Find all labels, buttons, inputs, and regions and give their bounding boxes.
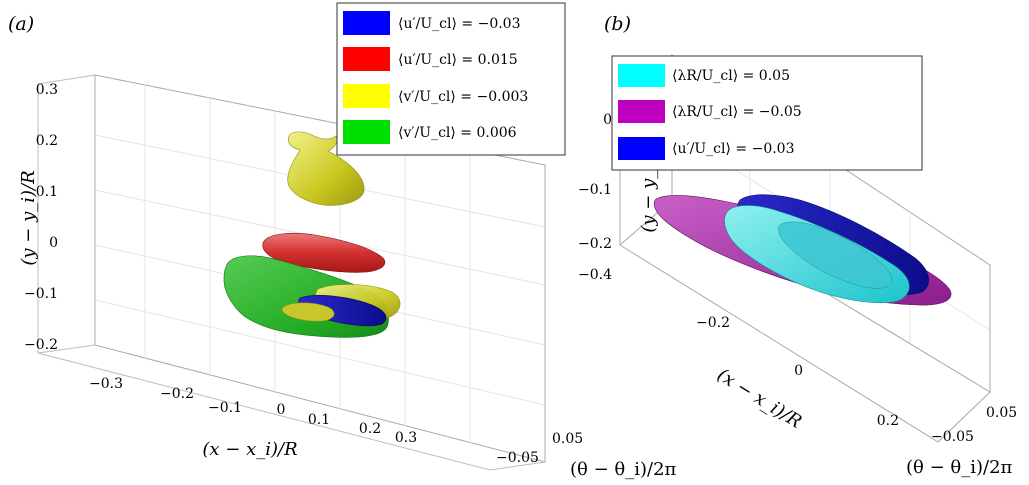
y-tick: −0.1 — [24, 286, 58, 302]
panel-a-y-ticks: 0.3 0.2 0.1 0 −0.1 −0.2 — [24, 82, 58, 353]
legend-swatch — [343, 120, 390, 144]
legend-label: ⟨u′/U_cl⟩ = 0.015 — [398, 52, 518, 68]
panel-a-x-label: (x − x_i)/R — [202, 439, 297, 460]
x-tick: 0 — [794, 363, 803, 379]
panel-a-legend: ⟨u′/U_cl⟩ = −0.03 ⟨u′/U_cl⟩ = 0.015 ⟨v′/… — [336, 2, 566, 156]
legend-swatch — [343, 84, 390, 108]
legend-swatch — [343, 47, 390, 71]
panel-b-label: (b) — [604, 13, 631, 35]
y-tick: 0.3 — [36, 82, 58, 98]
y-tick: −0.1 — [578, 182, 612, 198]
panel-a-x-ticks: −0.3 −0.2 −0.1 0 0.1 0.2 0.3 — [89, 376, 417, 446]
x-tick: 0.1 — [308, 412, 330, 428]
legend-swatch — [618, 100, 665, 123]
y-tick: 0 — [49, 235, 58, 251]
x-tick: −0.2 — [696, 315, 730, 331]
legend-swatch — [343, 11, 390, 35]
y-tick: −0.2 — [24, 337, 58, 353]
x-tick: 0.2 — [359, 421, 381, 437]
legend-swatch — [618, 137, 665, 160]
panel-b-surfaces — [653, 194, 952, 306]
panel-b-legend: ⟨λR/U_cl⟩ = 0.05 ⟨λR/U_cl⟩ = −0.05 ⟨u′/U… — [611, 55, 923, 171]
y-tick: 0.2 — [36, 133, 58, 149]
x-tick: 0.2 — [877, 413, 899, 429]
z-tick: 0.05 — [986, 405, 1017, 421]
legend-label: ⟨u′/U_cl⟩ = −0.03 — [672, 141, 795, 157]
panel-b-x-label: (x − x_i)/R — [713, 364, 805, 432]
legend-swatch — [618, 64, 665, 87]
legend-label: ⟨u′/U_cl⟩ = −0.03 — [398, 16, 521, 32]
panel-b-y-ticks: 0 −0.1 −0.2 — [578, 112, 612, 252]
x-tick: −0.3 — [89, 376, 123, 392]
y-tick: 0 — [603, 112, 612, 128]
x-tick: 0 — [277, 402, 286, 418]
legend-label: ⟨v′/U_cl⟩ = −0.003 — [398, 89, 528, 105]
z-tick: −0.05 — [496, 450, 539, 466]
panel-b: (b) 0 −0.1 −0.2 (y − y — [578, 13, 1017, 478]
z-tick: −0.05 — [931, 429, 974, 445]
legend-label: ⟨λR/U_cl⟩ = 0.05 — [672, 68, 790, 84]
yellow-isosurface-upper — [287, 131, 365, 206]
yellow-core — [281, 302, 335, 322]
y-tick: −0.2 — [578, 236, 612, 252]
panel-b-x-ticks: −0.4 −0.2 0 0.2 — [578, 267, 899, 429]
panel-a-label: (a) — [8, 13, 34, 35]
panel-b-z-label: (θ − θ_i)/2π — [906, 457, 1013, 478]
legend-label: ⟨λR/U_cl⟩ = −0.05 — [672, 104, 802, 120]
panel-a-z-label: (θ − θ_i)/2π — [570, 459, 677, 480]
cyan-core — [778, 221, 893, 289]
z-tick: 0.05 — [552, 431, 583, 447]
panel-a: (a) — [8, 2, 677, 480]
x-tick: −0.2 — [160, 386, 194, 402]
x-tick: −0.1 — [208, 400, 242, 416]
legend-label: ⟨v′/U_cl⟩ = 0.006 — [398, 125, 517, 141]
panel-a-y-label: (y − y_i)/R — [18, 170, 39, 265]
x-tick: −0.4 — [578, 267, 612, 283]
x-tick: 0.3 — [395, 430, 417, 446]
y-tick: 0.1 — [36, 184, 58, 200]
panel-a-surfaces — [223, 131, 401, 338]
